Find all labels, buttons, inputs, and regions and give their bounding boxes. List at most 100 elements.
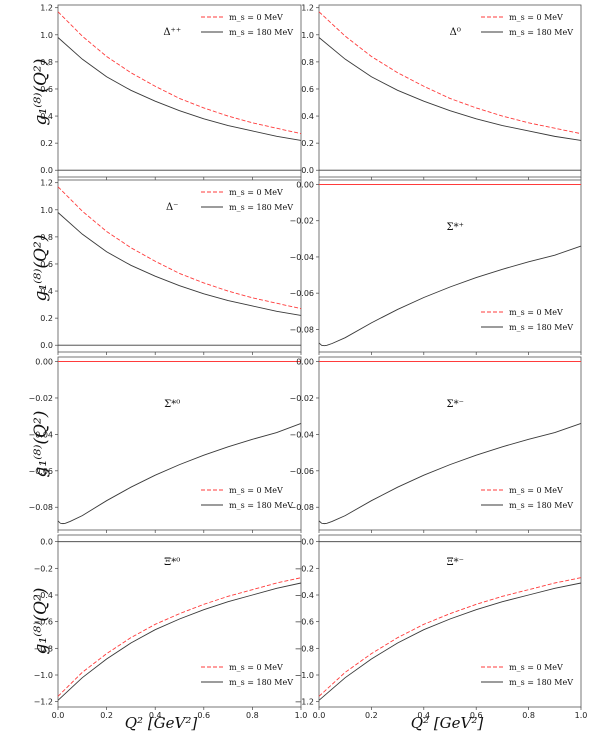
plot-frame (57, 4, 302, 178)
x-tick-label: 0.8 (522, 711, 535, 720)
y-tick-label: 0.2 (301, 139, 314, 148)
x-tick-label: 0.0 (52, 711, 65, 720)
y-tick-label: 0.8 (40, 58, 53, 67)
y-tick-label: −0.04 (289, 253, 314, 262)
panels: 0.0 0.2 0.4 0.6 0.8 1.0 1.2 m_s = 0 MeV m_s = 18… (28, 4, 587, 720)
series-line-ms180 (57, 582, 302, 701)
y-tick-label: 0.6 (40, 260, 53, 269)
y-tick-label: −0.6 (295, 618, 314, 627)
plot-frame (57, 356, 302, 531)
y-tick-label: 1.2 (40, 179, 53, 188)
panel-label: Σ*⁰ (164, 399, 180, 410)
plot-frame (318, 179, 582, 353)
series-line-ms180 (57, 37, 302, 141)
y-tick-label: 0.2 (40, 314, 53, 323)
series-line-ms180 (318, 37, 582, 141)
x-tick-label: 0.8 (246, 711, 259, 720)
x-tick-label: 0.0 (313, 711, 326, 720)
series-line-ms180 (318, 423, 582, 525)
y-tick-label: −0.06 (28, 467, 53, 476)
y-tick-label: −0.08 (289, 503, 314, 512)
y-tick-label: −0.08 (289, 325, 314, 334)
x-tick-label: 1.0 (295, 711, 308, 720)
legend-entry: m_s = 0 MeV (229, 486, 283, 495)
plot-frame (57, 179, 302, 353)
series-line-ms0 (318, 11, 582, 135)
y-tick-label: 1.2 (40, 4, 53, 13)
y-tick-label: 1.0 (40, 31, 53, 40)
plot-frame (318, 534, 582, 708)
panel-6: 0.00 −0.02 −0.04 −0.06 −0.08 m_s = 0 MeV m_s =… (289, 356, 582, 533)
y-tick-label: −1.2 (295, 698, 314, 707)
legend-entry: m_s = 180 MeV (229, 28, 293, 37)
x-tick-label: 0.4 (417, 711, 430, 720)
y-tick-label: 0.00 (296, 181, 314, 190)
y-tick-label: −0.2 (34, 564, 53, 573)
y-tick-label: −0.02 (28, 394, 53, 403)
y-tick-label: −0.02 (289, 217, 314, 226)
legend-entry: m_s = 0 MeV (509, 13, 563, 22)
y-tick-label: 0.0 (301, 166, 314, 175)
legend-entry: m_s = 180 MeV (229, 203, 293, 212)
series-line-ms180 (318, 582, 582, 701)
y-axis-label-row-2: g₁⁽⁸⁾(Q²) (31, 235, 51, 302)
y-tick-label: −0.06 (289, 289, 314, 298)
x-tick-label: 0.6 (470, 711, 483, 720)
series-line-ms0 (318, 577, 582, 697)
plot-frame (318, 4, 582, 178)
y-axis-label-row-1: g₁⁽⁸⁾(Q²) (31, 59, 51, 126)
panel-label: Δ⁺⁺ (163, 27, 181, 38)
legend-entry: m_s = 180 MeV (509, 28, 573, 37)
y-tick-label: 0.8 (301, 58, 314, 67)
x-tick-label: 0.2 (100, 711, 113, 720)
y-tick-label: 0.4 (40, 112, 53, 121)
legend-entry: m_s = 180 MeV (509, 501, 573, 510)
legend-entry: m_s = 0 MeV (509, 308, 563, 317)
y-tick-label: −1.2 (34, 698, 53, 707)
panel-label: Δ⁰ (450, 27, 461, 38)
y-tick-label: 0.2 (40, 139, 53, 148)
y-tick-label: 0.00 (296, 358, 314, 367)
panel-7: 0.0 −0.2 −0.4 −0.6 −0.8 −1.0 −1.2 0.0 0.2 0.4 0.6 0… (34, 534, 308, 720)
panel-8: 0.0 −0.2 −0.4 −0.6 −0.8 −1.0 −1.2 0.0 0.2 0.4 0.6 0… (295, 534, 588, 720)
panel-1: 0.0 0.2 0.4 0.6 0.8 1.0 1.2 m_s = 0 MeV m_s = 18… (40, 4, 302, 180)
y-tick-label: 0.6 (40, 85, 53, 94)
panel-label: Σ*⁻ (447, 399, 464, 410)
y-tick-label: −0.8 (34, 644, 53, 653)
x-tick-label: 1.0 (575, 711, 588, 720)
x-axis-label-right: Q² [GeV²] (411, 714, 484, 732)
y-tick-label: −1.0 (295, 671, 314, 680)
y-axis-label-row-4: g₁⁽⁸⁾(Q²) (31, 588, 51, 655)
y-tick-label: −0.6 (34, 618, 53, 627)
y-tick-label: −1.0 (34, 671, 53, 680)
y-tick-label: 1.0 (301, 31, 314, 40)
y-tick-label: 1.2 (301, 4, 314, 13)
panel-label: Δ⁻ (166, 202, 179, 213)
y-tick-label: −0.2 (295, 564, 314, 573)
legend-entry: m_s = 0 MeV (229, 13, 283, 22)
y-tick-label: −0.04 (28, 430, 53, 439)
y-tick-label: 1.0 (40, 206, 53, 215)
y-axis-label-row-3: g₁⁽⁸⁾(Q²) (31, 411, 51, 478)
panel-3: 0.0 0.2 0.4 0.6 0.8 1.0 1.2 m_s = 0 MeV m_s = 18… (40, 179, 302, 355)
y-tick-label: 0.00 (35, 358, 53, 367)
panel-2: 0.0 0.2 0.4 0.6 0.8 1.0 1.2 m_s = 0 MeV m_s = 18… (301, 4, 582, 180)
series-line-ms0 (57, 11, 302, 135)
panel-label: Ξ*⁰ (164, 557, 180, 568)
legend-entry: m_s = 0 MeV (229, 188, 283, 197)
panel-label: Σ*⁺ (447, 222, 464, 233)
y-tick-label: 0.4 (40, 287, 53, 296)
panel-5: 0.00 −0.02 −0.04 −0.06 −0.08 m_s = 0 MeV m_s =… (28, 356, 302, 533)
series-line-ms180 (57, 212, 302, 316)
panel-4: 0.00 −0.02 −0.04 −0.06 −0.08 m_s = 0 MeV m_s =… (289, 179, 582, 355)
legend-entry: m_s = 180 MeV (229, 678, 293, 687)
y-tick-label: 0.0 (40, 341, 53, 350)
plot-frame (57, 534, 302, 708)
y-tick-label: −0.4 (295, 591, 314, 600)
series-line-ms180 (318, 245, 582, 347)
y-tick-label: −0.08 (28, 503, 53, 512)
legend-entry: m_s = 180 MeV (509, 323, 573, 332)
series-line-ms180 (57, 423, 302, 525)
x-tick-label: 0.2 (365, 711, 378, 720)
y-tick-label: −0.4 (34, 591, 53, 600)
